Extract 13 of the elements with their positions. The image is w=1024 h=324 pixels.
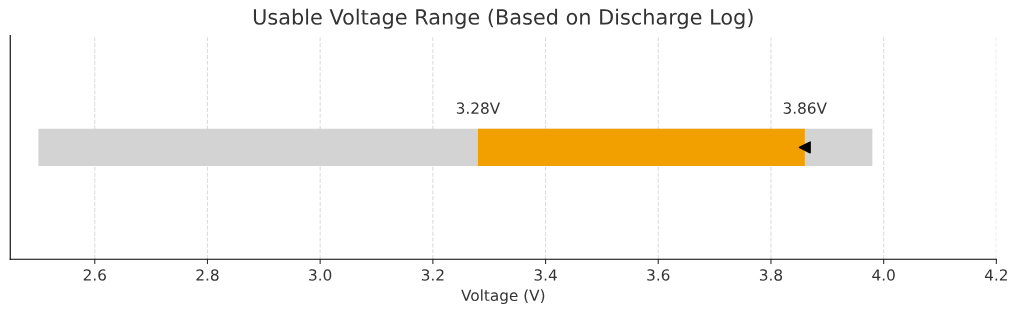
x-tick-label: 2.6 <box>83 269 106 281</box>
x-tick-label: 3.4 <box>534 269 557 281</box>
x-tick-label: 3.6 <box>647 269 670 281</box>
annotation: 3.28V <box>456 102 501 114</box>
x-tick-label: 3.0 <box>309 269 332 281</box>
x-tick-label: 3.8 <box>759 269 783 281</box>
x-axis-title: Voltage (V) <box>461 289 545 305</box>
x-tick-label: 4.0 <box>872 269 895 281</box>
x-tick-label: 2.8 <box>196 269 219 281</box>
x-tick-label: 4.2 <box>984 269 1007 281</box>
annotation: 3.86V <box>783 102 827 114</box>
x-tick-label: 3.2 <box>421 269 444 281</box>
chart-title: Usable Voltage Range (Based on Discharge Log) <box>253 8 753 29</box>
